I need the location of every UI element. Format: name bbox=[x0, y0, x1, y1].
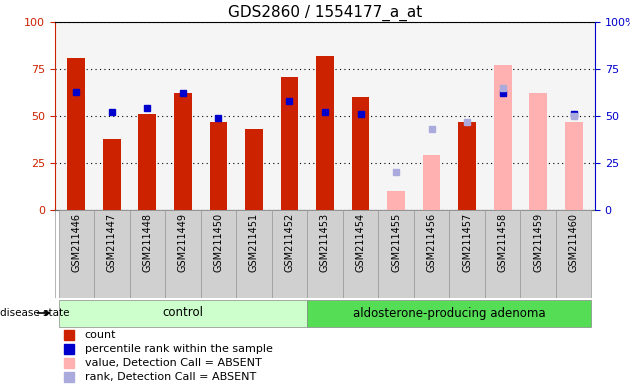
Bar bbox=[449, 210, 485, 298]
Bar bbox=[494, 65, 512, 210]
Bar bbox=[94, 210, 130, 298]
Bar bbox=[307, 300, 592, 326]
Bar bbox=[529, 93, 547, 210]
Bar bbox=[387, 191, 405, 210]
Text: GSM211451: GSM211451 bbox=[249, 213, 259, 272]
Bar bbox=[520, 210, 556, 298]
Bar bbox=[103, 139, 121, 210]
Bar bbox=[316, 56, 334, 210]
Text: GSM211460: GSM211460 bbox=[569, 213, 579, 271]
Bar bbox=[485, 210, 520, 298]
Text: GSM211447: GSM211447 bbox=[107, 213, 117, 272]
Bar bbox=[236, 210, 272, 298]
Bar bbox=[67, 58, 85, 210]
Text: disease state: disease state bbox=[0, 308, 69, 318]
Text: control: control bbox=[163, 306, 203, 319]
Text: GSM211450: GSM211450 bbox=[214, 213, 224, 272]
Text: value, Detection Call = ABSENT: value, Detection Call = ABSENT bbox=[84, 358, 261, 368]
Text: GSM211459: GSM211459 bbox=[533, 213, 543, 272]
Title: GDS2860 / 1554177_a_at: GDS2860 / 1554177_a_at bbox=[228, 5, 422, 21]
Text: GSM211455: GSM211455 bbox=[391, 213, 401, 272]
Text: GSM211446: GSM211446 bbox=[71, 213, 81, 271]
Bar bbox=[165, 210, 201, 298]
Bar bbox=[201, 210, 236, 298]
Text: GSM211449: GSM211449 bbox=[178, 213, 188, 271]
Bar bbox=[280, 76, 299, 210]
Text: aldosterone-producing adenoma: aldosterone-producing adenoma bbox=[353, 306, 546, 319]
Text: GSM211448: GSM211448 bbox=[142, 213, 152, 271]
Bar bbox=[174, 93, 192, 210]
Text: count: count bbox=[84, 330, 116, 340]
Bar bbox=[414, 210, 449, 298]
Text: GSM211457: GSM211457 bbox=[462, 213, 472, 272]
Bar bbox=[307, 210, 343, 298]
Text: percentile rank within the sample: percentile rank within the sample bbox=[84, 344, 273, 354]
Bar bbox=[565, 122, 583, 210]
Bar bbox=[423, 156, 440, 210]
Bar bbox=[245, 129, 263, 210]
Bar bbox=[272, 210, 307, 298]
Bar bbox=[210, 122, 227, 210]
Bar bbox=[352, 97, 369, 210]
Bar bbox=[139, 114, 156, 210]
Bar bbox=[59, 210, 94, 298]
Text: GSM211454: GSM211454 bbox=[355, 213, 365, 272]
Bar bbox=[378, 210, 414, 298]
Bar bbox=[556, 210, 592, 298]
Text: GSM211458: GSM211458 bbox=[498, 213, 508, 272]
Text: GSM211456: GSM211456 bbox=[427, 213, 437, 272]
Text: GSM211452: GSM211452 bbox=[285, 213, 294, 272]
Bar bbox=[130, 210, 165, 298]
Text: rank, Detection Call = ABSENT: rank, Detection Call = ABSENT bbox=[84, 372, 256, 382]
Text: GSM211453: GSM211453 bbox=[320, 213, 330, 272]
Bar bbox=[343, 210, 378, 298]
Bar bbox=[59, 300, 307, 326]
Bar bbox=[458, 122, 476, 210]
